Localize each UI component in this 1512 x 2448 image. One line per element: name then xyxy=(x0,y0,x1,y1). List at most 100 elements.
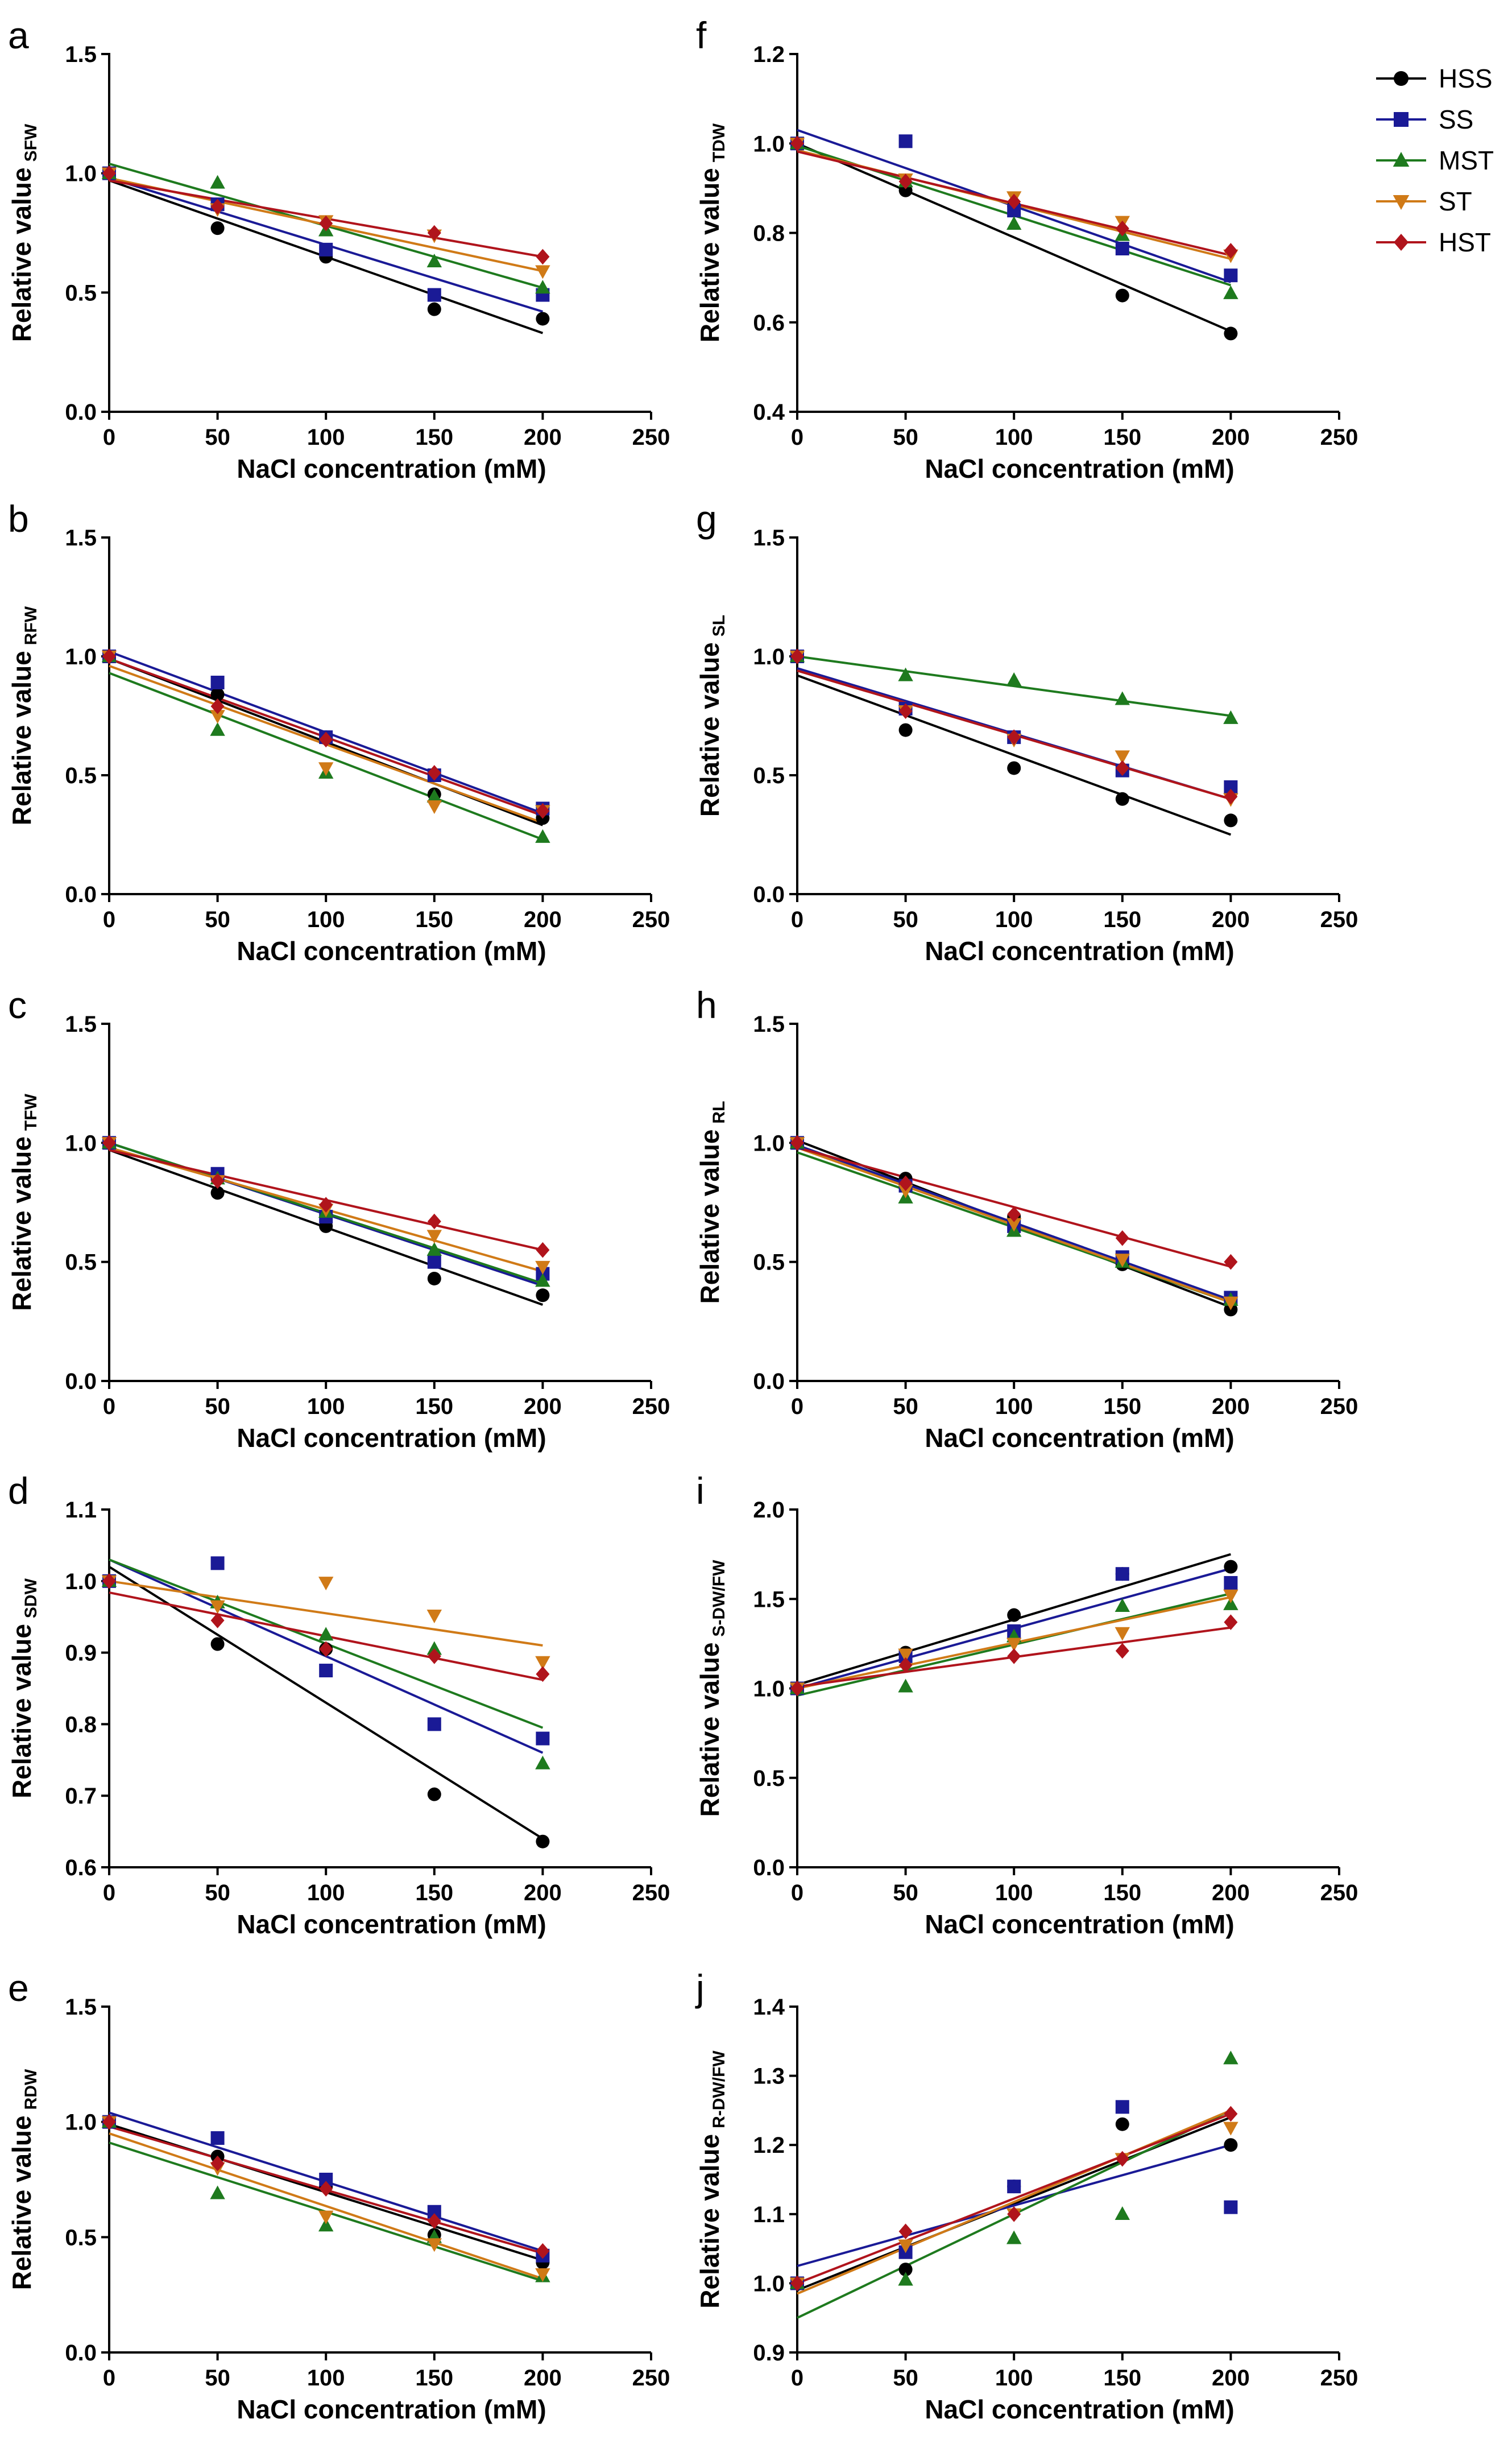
x-tick-label: 250 xyxy=(632,425,670,450)
data-point-hss xyxy=(1115,2117,1129,2131)
data-point-mst xyxy=(535,829,550,843)
data-point-hst xyxy=(790,1135,804,1151)
x-axis-label: NaCl concentration (mM) xyxy=(237,1423,546,1453)
x-tick-label: 200 xyxy=(1212,1880,1250,1905)
data-point-mst xyxy=(210,2185,225,2199)
x-axis-label: NaCl concentration (mM) xyxy=(925,936,1234,966)
data-point-ss xyxy=(1007,2180,1021,2194)
chart-panel-b: b 0 50 100 150 200 250 0.0 0.5 1.0 1.5 NaCl concent… xyxy=(7,498,670,966)
panels: a 0 50 100 150 200 250 0.0 0.5 1.0 1.5 NaCl concent… xyxy=(7,14,1358,2424)
chart-panel-a: a 0 50 100 150 200 250 0.0 0.5 1.0 1.5 NaCl concent… xyxy=(7,14,670,483)
x-tick-label: 150 xyxy=(415,1880,453,1905)
x-tick-label: 200 xyxy=(524,2366,562,2391)
data-point-hss xyxy=(210,1637,225,1651)
data-point-ss xyxy=(536,1731,550,1746)
data-point-hst xyxy=(1224,1614,1238,1630)
data-point-hst xyxy=(1224,243,1238,259)
data-point-st xyxy=(1223,1296,1238,1310)
data-point-ss xyxy=(1115,1567,1129,1581)
data-point-mst xyxy=(898,2272,913,2286)
y-axis-label: Relative value RL xyxy=(695,1101,728,1304)
x-tick-label: 200 xyxy=(524,1394,562,1419)
fit-line-hst xyxy=(797,2112,1232,2285)
data-point-ss xyxy=(210,675,225,689)
y-tick-label: 1.2 xyxy=(753,2133,785,2158)
y-axis-label-main: Relative value xyxy=(7,1624,36,1798)
data-point-hst xyxy=(427,225,441,241)
y-axis-label-main: Relative value xyxy=(695,2134,724,2309)
data-point-mst xyxy=(210,722,225,736)
y-tick-label: 0.0 xyxy=(753,882,785,907)
x-tick-label: 50 xyxy=(205,1394,230,1419)
y-tick-label: 0.0 xyxy=(65,400,97,425)
x-tick-label: 150 xyxy=(415,1394,453,1419)
data-point-mst xyxy=(535,1755,550,1769)
legend-marker-hst xyxy=(1394,234,1409,251)
y-axis-label-subscript: TFW xyxy=(22,1093,40,1131)
chart-panel-h: h 0 50 100 150 200 250 0.0 0.5 1.0 1.5 NaCl concent… xyxy=(695,984,1358,1453)
data-point-hst xyxy=(210,698,225,714)
y-tick-label: 1.0 xyxy=(753,2271,785,2296)
y-axis-label: Relative value RFW xyxy=(7,606,40,825)
panel-letter: i xyxy=(696,1470,705,1512)
x-tick-label: 50 xyxy=(893,1394,918,1419)
data-point-mst xyxy=(426,254,442,268)
data-point-hss xyxy=(427,302,441,316)
data-point-hst xyxy=(210,199,225,215)
data-point-hst xyxy=(210,1612,225,1628)
data-point-hst xyxy=(102,2114,116,2130)
data-point-mst xyxy=(1223,1596,1238,1610)
x-tick-label: 250 xyxy=(1320,907,1358,932)
data-point-st xyxy=(318,2210,334,2224)
x-tick-label: 0 xyxy=(791,907,803,932)
x-tick-label: 100 xyxy=(995,907,1033,932)
data-point-hst xyxy=(790,135,804,152)
x-tick-label: 150 xyxy=(1103,425,1141,450)
x-tick-label: 0 xyxy=(103,907,115,932)
data-point-hss xyxy=(898,2263,913,2277)
data-point-hst xyxy=(102,1573,116,1589)
legend-label: HSS xyxy=(1439,64,1493,93)
data-point-hst xyxy=(102,1135,116,1151)
panel-letter: e xyxy=(8,1967,29,2009)
x-tick-label: 100 xyxy=(995,1880,1033,1905)
y-axis-label-subscript: RDW xyxy=(22,2069,40,2110)
y-tick-label: 0.5 xyxy=(65,763,97,788)
data-point-hst xyxy=(319,731,333,748)
chart-panel-c: c 0 50 100 150 200 250 0.0 0.5 1.0 1.5 NaCl concent… xyxy=(7,984,670,1453)
data-point-hst xyxy=(1007,1648,1021,1664)
x-tick-label: 150 xyxy=(415,2366,453,2391)
data-point-mst xyxy=(1223,2050,1238,2065)
data-point-hst xyxy=(898,703,913,719)
data-point-hss xyxy=(536,1288,550,1302)
y-tick-label: 0.5 xyxy=(753,1250,785,1275)
data-point-st xyxy=(1115,1627,1130,1641)
data-point-hst xyxy=(210,1173,225,1189)
x-tick-label: 150 xyxy=(1103,2366,1141,2391)
x-tick-label: 0 xyxy=(103,2366,115,2391)
data-point-hst xyxy=(536,1666,550,1682)
data-point-ss xyxy=(427,1717,441,1731)
data-point-mst xyxy=(318,1627,334,1641)
chart-panel-d: d 0 50 100 150 200 250 0.6 0.7 0.8 0.9 1.0 1.1 NaCl c… xyxy=(7,1470,670,1939)
data-point-hst xyxy=(1115,1230,1129,1246)
fit-line-mst xyxy=(109,672,544,841)
y-axis-label-subscript: RFW xyxy=(22,606,40,645)
y-tick-label: 1.0 xyxy=(65,1569,97,1594)
chart-panel-j: j 0 50 100 150 200 250 0.9 1.0 1.1 1.2 1.3 1.4 NaCl c… xyxy=(695,1967,1358,2424)
legend-marker-mst xyxy=(1393,152,1410,167)
fit-line-st xyxy=(109,1579,543,1647)
data-point-hst xyxy=(319,1197,333,1213)
panel-letter: a xyxy=(8,14,29,56)
legend-marker-ss xyxy=(1394,112,1409,127)
x-axis-label: NaCl concentration (mM) xyxy=(237,936,546,966)
x-tick-label: 250 xyxy=(632,1394,670,1419)
data-point-st xyxy=(898,2239,913,2253)
x-tick-label: 250 xyxy=(1320,1394,1358,1419)
data-point-hst xyxy=(536,249,550,265)
x-tick-label: 50 xyxy=(205,1880,230,1905)
y-tick-label: 1.0 xyxy=(65,644,97,669)
data-point-hst xyxy=(1007,729,1021,745)
data-point-st xyxy=(210,1600,225,1614)
